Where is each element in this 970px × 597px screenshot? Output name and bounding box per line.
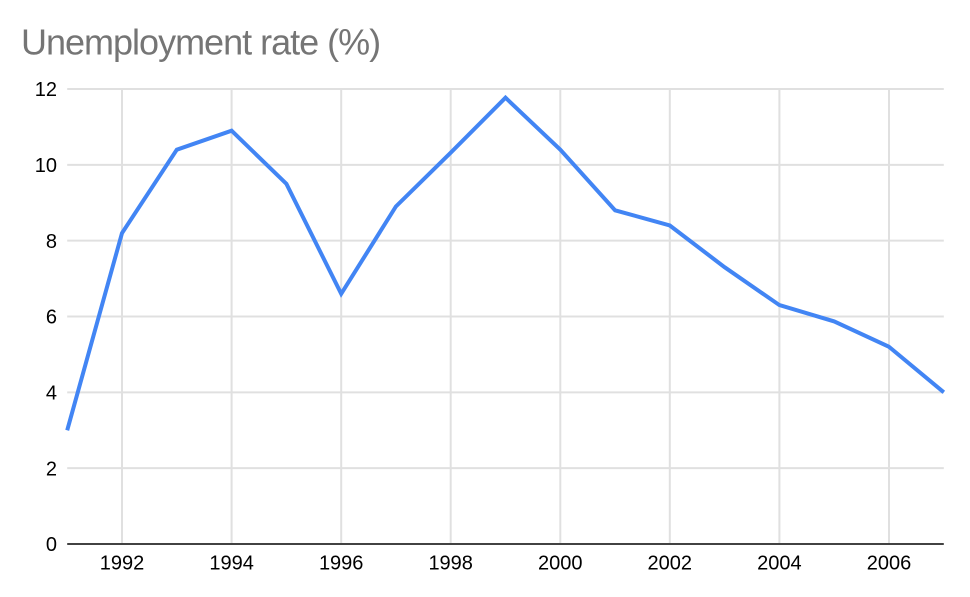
svg-text:2: 2 — [46, 458, 57, 480]
svg-text:10: 10 — [35, 155, 57, 177]
svg-text:1998: 1998 — [428, 553, 473, 575]
svg-text:0: 0 — [46, 534, 57, 556]
svg-text:1992: 1992 — [100, 553, 145, 575]
svg-text:6: 6 — [46, 307, 57, 329]
svg-text:8: 8 — [46, 231, 57, 253]
svg-text:1994: 1994 — [209, 553, 254, 575]
svg-text:2004: 2004 — [757, 553, 802, 575]
svg-text:2002: 2002 — [648, 553, 693, 575]
svg-text:4: 4 — [46, 383, 57, 405]
svg-text:2006: 2006 — [867, 553, 912, 575]
svg-text:Unemployment rate (%): Unemployment rate (%) — [21, 22, 380, 63]
svg-text:2000: 2000 — [538, 553, 583, 575]
svg-text:12: 12 — [35, 79, 57, 101]
svg-text:1996: 1996 — [319, 553, 364, 575]
